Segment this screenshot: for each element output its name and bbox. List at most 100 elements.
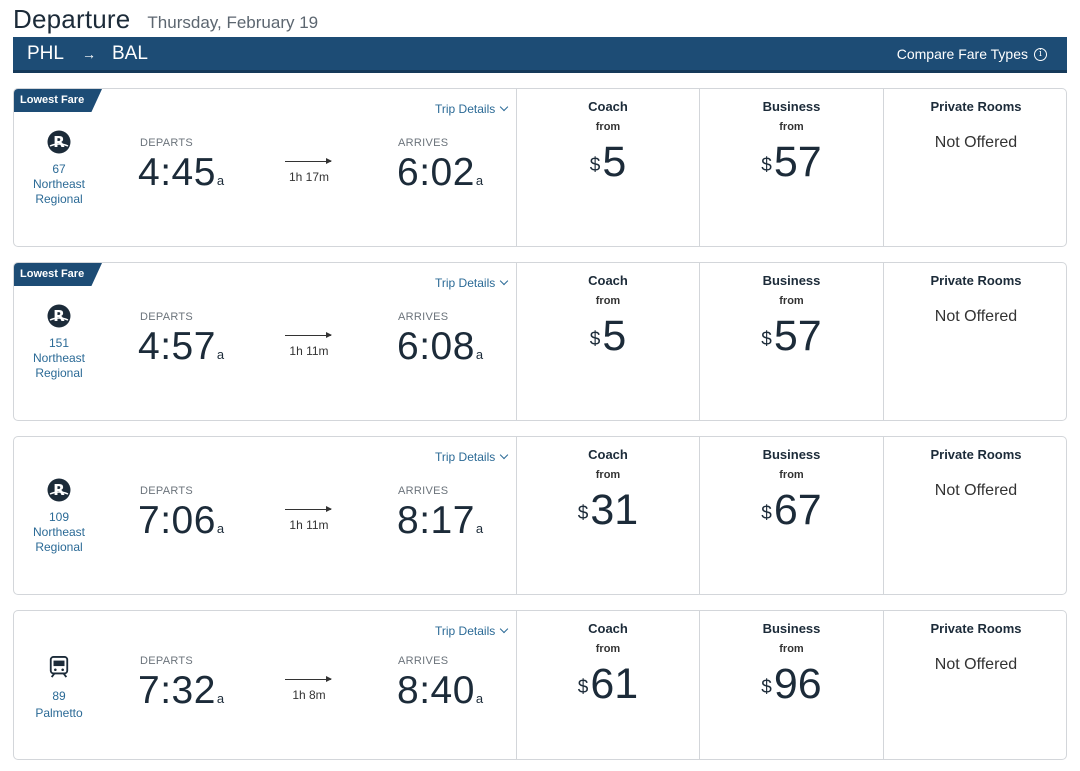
compare-fare-types-link[interactable]: Compare Fare Types i bbox=[897, 46, 1047, 62]
from-label: from bbox=[595, 643, 621, 655]
coach-price: $5 bbox=[517, 312, 699, 360]
business-fare-cell[interactable]: Business from $57 bbox=[699, 89, 883, 246]
business-fare-cell[interactable]: Business from $96 bbox=[699, 611, 883, 759]
arrival-time: 6:02a bbox=[397, 151, 484, 195]
arrow-right-icon bbox=[326, 332, 332, 338]
from-label: from bbox=[595, 295, 621, 307]
coach-price: $5 bbox=[517, 138, 699, 186]
route-bar: PHL → BAL Compare Fare Types i bbox=[13, 37, 1067, 73]
train-name[interactable]: Northeast Regional bbox=[14, 525, 104, 555]
duration-arrow bbox=[285, 335, 331, 336]
page-header: Departure Thursday, February 19 bbox=[13, 4, 318, 36]
not-offered-label: Not Offered bbox=[934, 482, 1018, 499]
train-name[interactable]: Northeast Regional bbox=[14, 177, 104, 207]
currency-symbol: $ bbox=[761, 677, 772, 698]
trip-details-link[interactable]: Trip Details bbox=[435, 624, 509, 638]
departure-ampm: a bbox=[216, 173, 225, 188]
chevron-down-icon bbox=[499, 450, 509, 460]
business-title: Business bbox=[762, 621, 821, 636]
destination-station: BAL bbox=[111, 42, 148, 64]
business-fare-cell[interactable]: Business from $57 bbox=[699, 263, 883, 420]
departure-time: 7:06a bbox=[138, 499, 225, 543]
arrives-label: ARRIVES bbox=[398, 485, 449, 497]
train-name-line2: Regional bbox=[35, 366, 83, 380]
arrow-right-icon bbox=[326, 158, 332, 164]
chevron-down-icon bbox=[499, 276, 509, 286]
not-offered-label: Not Offered bbox=[934, 134, 1018, 151]
private-rooms-title: Private Rooms bbox=[930, 273, 1022, 288]
business-price-value: 57 bbox=[773, 138, 822, 186]
duration-arrow bbox=[285, 679, 331, 680]
coach-price: $31 bbox=[517, 486, 699, 534]
compare-fare-types-label: Compare Fare Types bbox=[896, 46, 1028, 62]
business-price-value: 67 bbox=[773, 486, 822, 534]
currency-symbol: $ bbox=[761, 155, 772, 176]
svg-text:R: R bbox=[53, 307, 65, 325]
departs-label: DEPARTS bbox=[140, 137, 194, 149]
business-fare-cell[interactable]: Business from $67 bbox=[699, 437, 883, 594]
info-icon[interactable]: i bbox=[1034, 47, 1047, 61]
business-price: $57 bbox=[700, 312, 883, 360]
train-name-line1: Northeast bbox=[32, 177, 86, 191]
business-title: Business bbox=[762, 447, 821, 462]
train-number[interactable]: 109 bbox=[48, 510, 70, 524]
private-rooms-title: Private Rooms bbox=[930, 621, 1022, 636]
currency-symbol: $ bbox=[589, 329, 601, 350]
coach-title: Coach bbox=[588, 99, 628, 114]
page-title: Departure bbox=[13, 4, 131, 34]
train-number[interactable]: 89 bbox=[52, 689, 66, 703]
train-name-line1: Northeast bbox=[32, 525, 86, 539]
coach-price-value: 61 bbox=[590, 660, 639, 708]
arrives-label: ARRIVES bbox=[398, 655, 449, 667]
departure-ampm: a bbox=[216, 521, 225, 536]
arrow-right-icon bbox=[326, 506, 332, 512]
departure-time-value: 7:32 bbox=[138, 669, 216, 712]
arrow-right-icon bbox=[326, 676, 332, 682]
coach-title: Coach bbox=[588, 273, 628, 288]
business-price: $67 bbox=[700, 486, 883, 534]
train-name[interactable]: Palmetto bbox=[14, 706, 104, 721]
arrival-ampm: a bbox=[475, 691, 484, 706]
acela-regional-logo-icon: R bbox=[47, 304, 71, 328]
business-price-value: 57 bbox=[773, 312, 822, 360]
arrival-time-value: 6:02 bbox=[397, 151, 475, 194]
train-name-line1: Northeast bbox=[32, 351, 86, 365]
arrival-time: 8:40a bbox=[397, 669, 484, 713]
acela-regional-logo-icon: R bbox=[47, 478, 71, 502]
from-label: from bbox=[779, 643, 804, 655]
coach-fare-cell[interactable]: Coach from $5 bbox=[516, 263, 699, 420]
trip-details-link[interactable]: Trip Details bbox=[435, 450, 509, 464]
departure-time-value: 4:45 bbox=[138, 151, 216, 194]
coach-fare-cell[interactable]: Coach from $31 bbox=[516, 437, 699, 594]
trip-details-label: Trip Details bbox=[435, 450, 496, 464]
departs-label: DEPARTS bbox=[140, 311, 194, 323]
train-card: 89 Palmetto DEPARTS 7:32a 1h 8m ARRIVES … bbox=[13, 610, 1067, 760]
train-name[interactable]: Northeast Regional bbox=[14, 351, 104, 381]
arrival-ampm: a bbox=[475, 521, 484, 536]
not-offered-label: Not Offered bbox=[934, 656, 1018, 673]
trip-duration: 1h 17m bbox=[288, 170, 330, 184]
departure-time: 4:45a bbox=[138, 151, 225, 195]
business-price: $57 bbox=[700, 138, 883, 186]
chevron-down-icon bbox=[499, 624, 509, 634]
trip-details-link[interactable]: Trip Details bbox=[435, 102, 509, 116]
trip-details-label: Trip Details bbox=[435, 102, 496, 116]
train-name-line1: Palmetto bbox=[35, 706, 83, 720]
trip-duration: 1h 11m bbox=[289, 518, 329, 532]
from-label: from bbox=[779, 121, 804, 133]
private-rooms-fare-cell: Private Rooms Not Offered bbox=[883, 263, 1066, 420]
trip-details-link[interactable]: Trip Details bbox=[435, 276, 509, 290]
coach-fare-cell[interactable]: Coach from $61 bbox=[516, 611, 699, 759]
train-number[interactable]: 67 bbox=[52, 162, 66, 176]
arrival-time: 8:17a bbox=[397, 499, 484, 543]
train-number[interactable]: 151 bbox=[48, 336, 70, 350]
coach-fare-cell[interactable]: Coach from $5 bbox=[516, 89, 699, 246]
business-price: $96 bbox=[700, 660, 883, 708]
coach-title: Coach bbox=[588, 447, 628, 462]
currency-symbol: $ bbox=[761, 503, 772, 524]
business-title: Business bbox=[762, 273, 821, 288]
coach-price-value: 5 bbox=[602, 312, 627, 360]
duration-arrow bbox=[285, 161, 331, 162]
arrival-time: 6:08a bbox=[397, 325, 484, 369]
departure-date: Thursday, February 19 bbox=[147, 13, 319, 32]
